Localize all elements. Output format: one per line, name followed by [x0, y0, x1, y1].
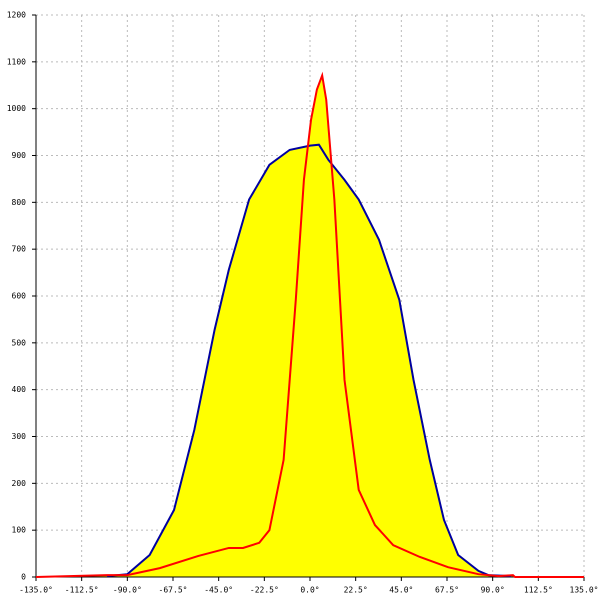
y-tick-label: 900: [12, 151, 27, 160]
y-tick-label: 1100: [7, 57, 26, 66]
x-tick-label: 135.0°: [570, 586, 599, 595]
y-tick-label: 100: [12, 526, 27, 535]
x-tick-label: -67.5°: [159, 586, 188, 595]
y-tick-label: 700: [12, 245, 27, 254]
y-tick-label: 1200: [7, 11, 26, 20]
x-tick-label: 90.0°: [481, 586, 505, 595]
x-tick-label: -45.0°: [204, 586, 233, 595]
y-tick-label: 1000: [7, 104, 26, 113]
y-tick-label: 800: [12, 198, 27, 207]
x-tick-label: 22.5°: [344, 586, 368, 595]
line: [35, 71, 584, 578]
x-tick-label: 112.5°: [524, 586, 553, 595]
x-tick-label: -90.0°: [113, 586, 142, 595]
x-tick-label: -112.5°: [65, 586, 99, 595]
x-tick-label: 0.0°: [300, 586, 319, 595]
area: [36, 75, 584, 577]
y-tick-label: 500: [12, 338, 27, 347]
x-tick-label: -135.0°: [19, 586, 53, 595]
y-tick-label: 300: [12, 432, 27, 441]
y-tick-label: 600: [12, 292, 27, 301]
y-tick-label: 0: [21, 573, 26, 582]
x-tick-label: 45.0°: [389, 586, 413, 595]
line: [106, 143, 511, 578]
y-tick-label: 400: [12, 385, 27, 394]
x-tick-label: -22.5°: [250, 586, 279, 595]
y-tick-label: 200: [12, 479, 27, 488]
x-tick-label: 67.5°: [435, 586, 459, 595]
